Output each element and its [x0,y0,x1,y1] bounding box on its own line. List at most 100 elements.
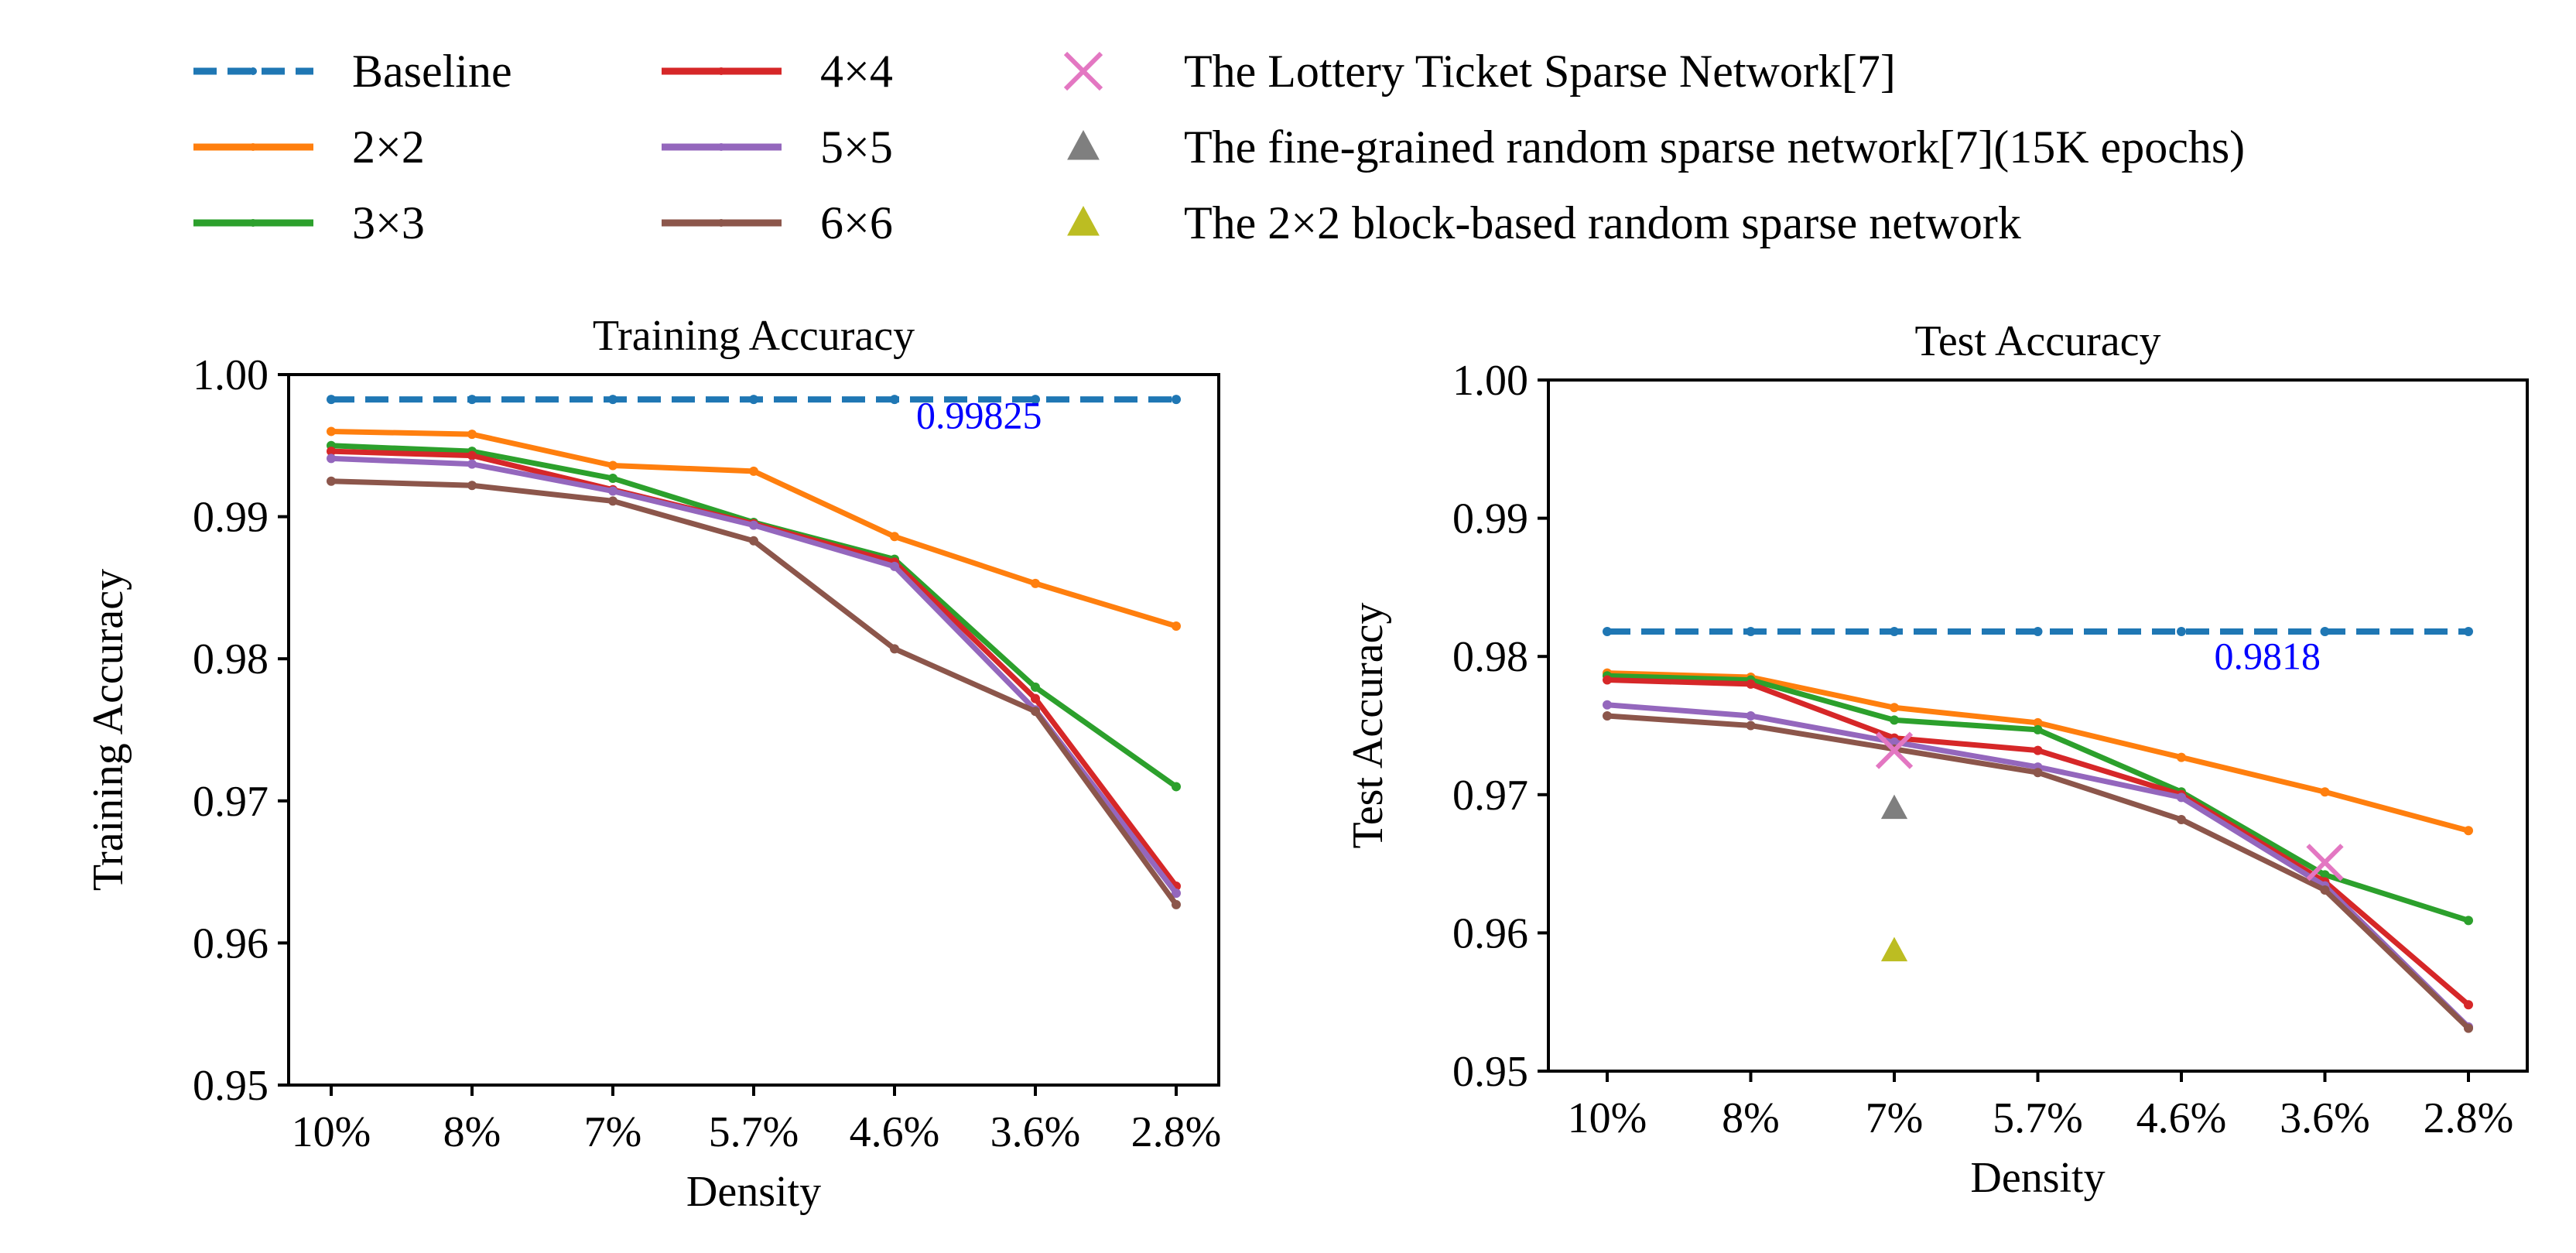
legend-item-7: The fine-grained random sparse network[7… [1067,122,2245,173]
marker-cross-0-0-stroke-b [1875,731,1914,769]
chart-title: Test Accuracy [1915,317,2161,365]
legend-item-4: 5×5 [662,122,893,173]
plot-frame [287,373,1220,1087]
data-point-s4-p4 [890,561,899,571]
data-point-s5-p1 [1746,721,1756,731]
data-point-s1-p5 [1031,578,1040,588]
data-point-s0-p5 [1031,395,1040,405]
legend-swatch-dot [249,219,257,227]
legend-item-3: 4×4 [662,46,893,97]
data-point-s2-p5 [2320,870,2330,880]
data-point-s1-p4 [890,532,899,542]
data-point-s5-p2 [608,496,617,506]
legend-swatch-cross-stroke-b [1063,51,1103,91]
legend-label: The Lottery Ticket Sparse Network[7] [1184,46,1896,97]
y-axis-label: Test Accuracy [1344,603,1392,849]
x-axis-label: Density [1970,1154,2105,1202]
data-point-s5-p5 [2320,885,2330,895]
data-point-s5-p3 [2033,768,2043,778]
x-tick-label: 3.6% [990,1108,1081,1156]
data-point-s3-p0 [327,447,336,457]
legend-swatch-dot [717,143,725,151]
data-point-s2-p5 [1031,682,1040,692]
data-point-s1-p2 [1890,703,1899,713]
data-point-s2-p6 [2464,916,2473,926]
marker-triangle-2-0 [1880,936,1908,962]
data-point-s3-p1 [1746,679,1756,689]
legend-swatch-dot [717,219,725,227]
data-point-s3-p0 [1603,675,1612,685]
data-point-s4-p4 [2177,793,2186,803]
marker-triangle-1-0 [1880,794,1908,820]
legend-item-2: 3×3 [193,197,425,248]
data-point-s1-p6 [2464,826,2473,836]
x-axis-label: Density [686,1168,821,1216]
data-point-s0-p6 [2464,627,2473,637]
data-point-s1-p0 [327,426,336,436]
data-point-s2-p6 [1172,782,1181,792]
x-tick-label: 4.6% [2136,1094,2227,1142]
series-line-3 [330,448,1179,888]
x-tick-label: 8% [443,1108,501,1156]
x-tick-label: 7% [584,1108,642,1156]
y-tick-label: 0.95 [193,1062,269,1110]
data-point-s4-p2 [608,486,617,496]
data-point-s5-p4 [890,644,899,654]
data-point-s0-p0 [327,395,336,405]
legend-item-8: The 2×2 block-based random sparse networ… [1067,197,2021,248]
data-point-s0-p5 [2320,627,2330,637]
y-tick-label: 0.96 [193,919,269,967]
training-accuracy-chart: Training Accuracy0.998250.950.960.970.98… [84,312,1221,1216]
legend-label: 4×4 [820,46,893,97]
data-point-s3-p1 [467,450,477,460]
data-point-s1-p3 [2033,717,2043,727]
data-point-s4-p0 [1603,700,1612,710]
data-point-s0-p3 [2033,627,2043,637]
data-point-s2-p2 [1890,715,1899,725]
data-point-s5-p5 [1031,707,1040,717]
data-point-s1-p1 [467,430,477,440]
data-point-s1-p5 [2320,787,2330,797]
data-point-s2-p3 [2033,724,2043,734]
data-point-s5-p6 [2464,1023,2473,1033]
y-tick-label: 0.98 [193,635,269,683]
data-point-s1-p4 [2177,752,2186,762]
data-point-s0-p4 [2177,627,2186,637]
y-tick-label: 0.99 [193,494,269,542]
legend-label: 6×6 [820,197,893,248]
legend-item-1: 2×2 [193,122,425,173]
y-tick-label: 0.97 [1452,772,1528,820]
y-tick-label: 1.00 [1452,357,1528,405]
data-point-s0-p4 [890,395,899,405]
legend-label: 3×3 [352,197,425,248]
data-point-s1-p3 [749,466,758,476]
data-point-s1-p2 [608,460,617,471]
data-point-s3-p3 [2033,745,2043,755]
series-line-2 [330,443,1179,789]
baseline-value-label: 0.9818 [2215,634,2321,677]
legend-label: The fine-grained random sparse network[7… [1184,122,2245,173]
data-point-s4-p2 [1890,737,1899,747]
legend-swatch-cross [1063,51,1103,91]
legend-swatch-dot [249,143,257,151]
y-tick-label: 0.95 [1452,1048,1528,1096]
x-tick-label: 4.6% [850,1108,940,1156]
data-point-s4-p1 [1746,710,1756,721]
data-point-s5-p0 [1603,710,1612,721]
y-tick-label: 0.96 [1452,909,1528,957]
y-tick-label: 0.99 [1452,495,1528,543]
x-tick-label: 3.6% [2280,1094,2370,1142]
x-tick-label: 8% [1722,1094,1780,1142]
data-point-s0-p6 [1172,395,1181,405]
data-point-s3-p5 [1031,693,1040,704]
x-tick-label: 10% [292,1108,371,1156]
data-point-s4-p1 [467,459,477,469]
y-tick-label: 0.98 [1452,633,1528,681]
baseline-value-label: 0.99825 [916,393,1042,436]
x-tick-label: 5.7% [1993,1094,2083,1142]
data-point-s2-p2 [608,474,617,484]
legend: Baseline 2×2 3×3 4×4 5×5 6×6 The Lottery Ticke… [193,46,2245,248]
chart-title: Training Accuracy [593,312,915,360]
y-axis-label: Training Accuracy [84,569,132,891]
